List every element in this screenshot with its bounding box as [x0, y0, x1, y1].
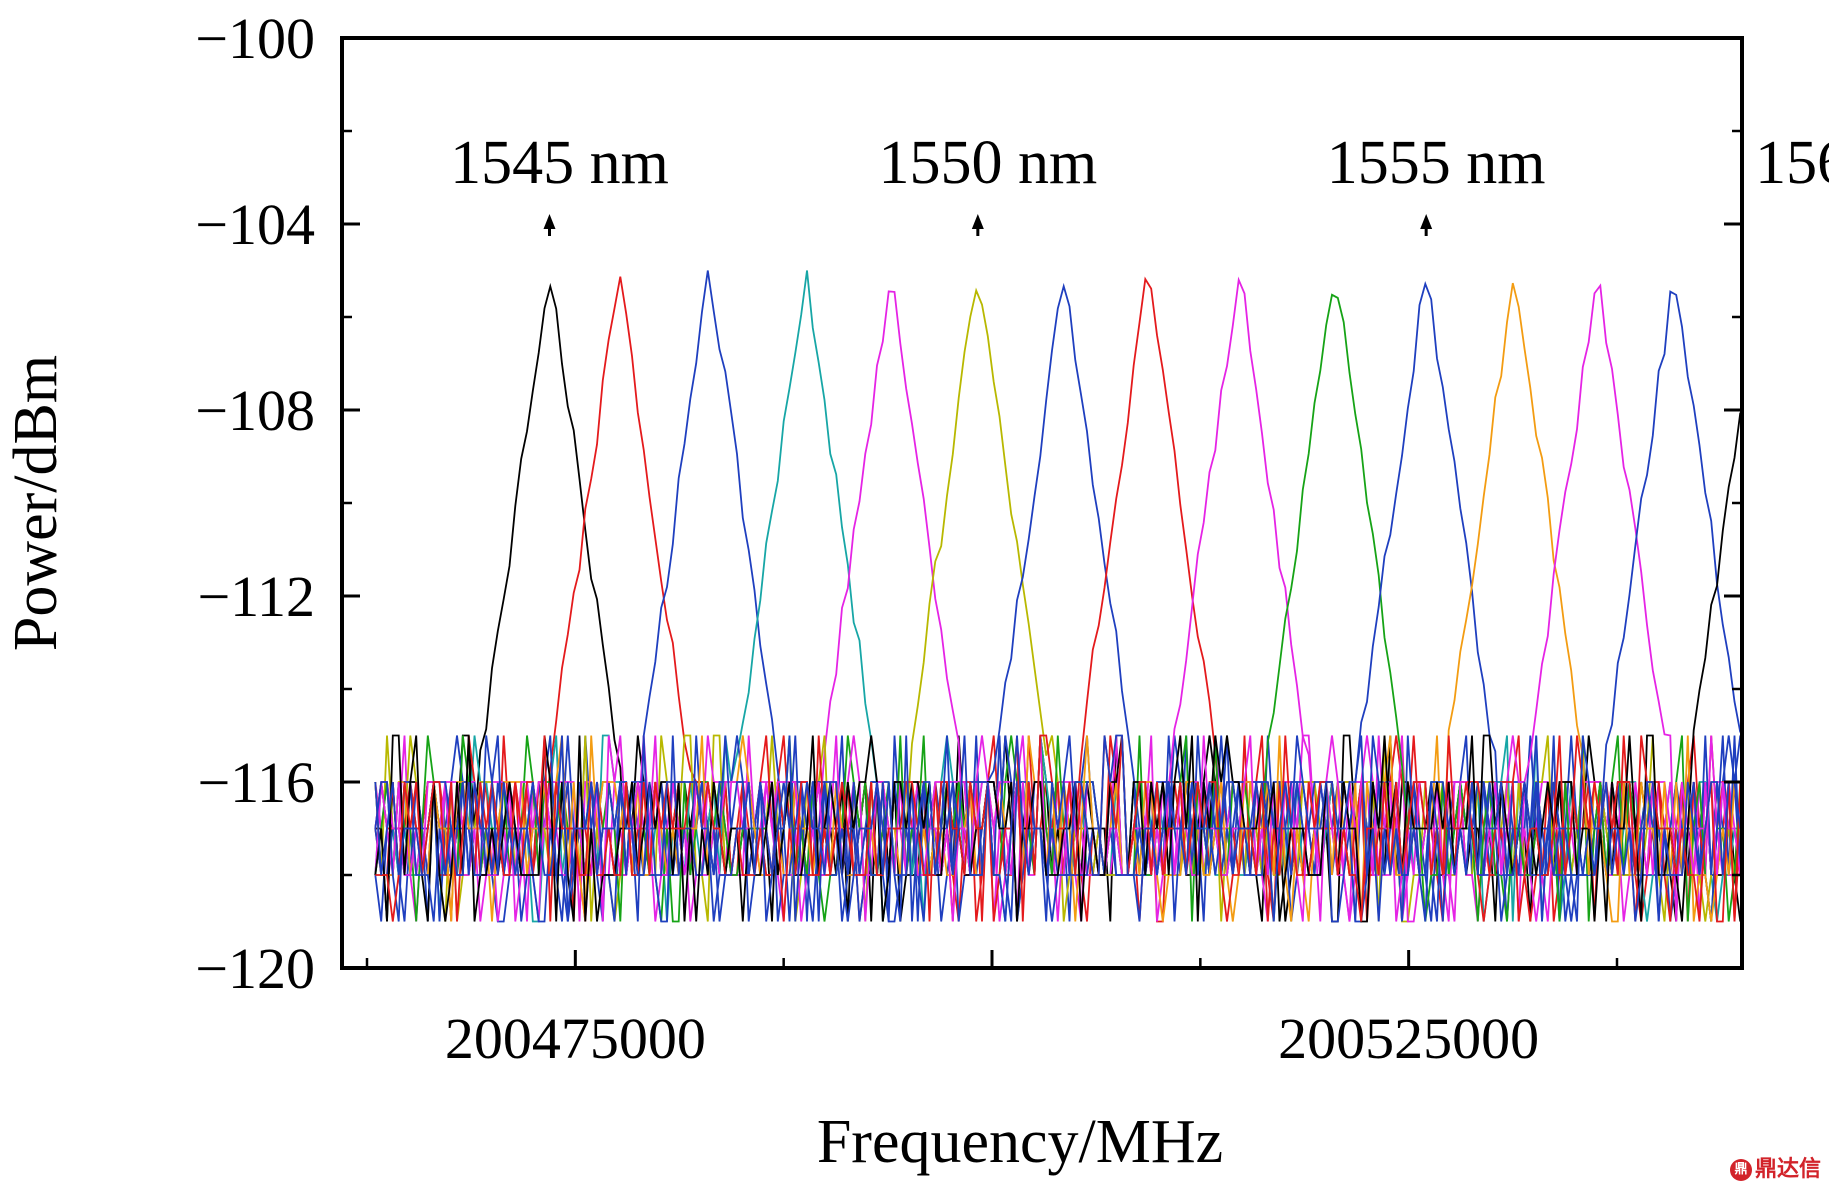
y-tick-label: −100: [195, 6, 315, 71]
x-tick-label: 200475000: [445, 1006, 706, 1071]
wavelength-annotation: 1560 nm: [1755, 129, 1829, 197]
y-tick-label: −116: [197, 750, 315, 815]
y-axis-label: Power/dBm: [2, 355, 70, 651]
watermark: 鼎鼎达信: [1729, 1151, 1821, 1183]
series-group: [374, 270, 1742, 923]
annotation-arrow-head: [971, 214, 984, 229]
wavelength-annotation: 1545 nm: [450, 129, 669, 197]
series-line: [374, 734, 1742, 922]
logo-icon: 鼎: [1729, 1159, 1752, 1181]
y-tick-label: −120: [195, 936, 315, 1001]
wavelength-annotation: 1555 nm: [1327, 129, 1546, 197]
annotation-arrow-head: [1420, 214, 1433, 229]
x-tick-label: 200525000: [1278, 1006, 1539, 1071]
y-tick-label: −108: [195, 378, 315, 443]
series-layer: [374, 270, 1742, 923]
y-tick-label: −112: [197, 564, 315, 629]
y-tick-label: −104: [195, 192, 315, 257]
annotation-arrow-head: [543, 214, 556, 229]
annotations-layer: 1545 nm 1550 nm 1555 nm 1560 nm: [450, 129, 1829, 236]
ticks-layer: −120 −116 −112 −108 −104 −100 200475000 2005250…: [195, 6, 1742, 1071]
wavelength-annotation: 1550 nm: [878, 129, 1097, 197]
watermark-text: 鼎达信: [1754, 1157, 1821, 1182]
x-axis-label: Frequency/MHz: [817, 1108, 1223, 1176]
